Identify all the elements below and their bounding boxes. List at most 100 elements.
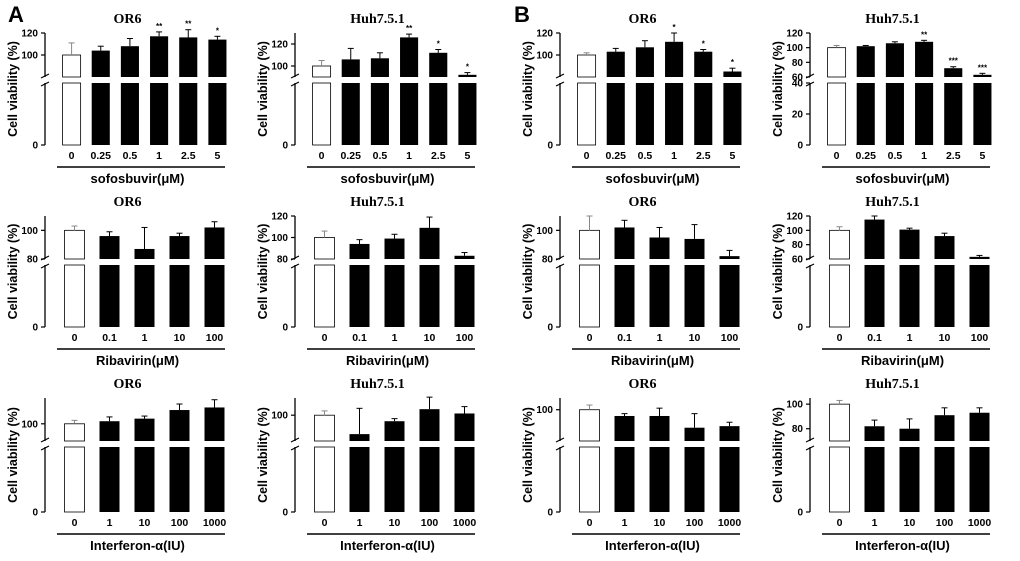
x-tick-label: 100 xyxy=(206,332,224,344)
y-tick-label: 0 xyxy=(32,141,38,152)
y-axis-label: Cell viability (%) xyxy=(256,41,270,137)
significance-label: *** xyxy=(949,57,959,66)
bar-lower xyxy=(312,82,332,146)
y-axis-label: Cell viability (%) xyxy=(521,407,535,503)
x-tick-label: 0.5 xyxy=(888,150,903,162)
bar-lower xyxy=(62,82,82,146)
bar-lower xyxy=(969,447,990,512)
x-tick-label: 0 xyxy=(834,150,840,162)
bar-upper xyxy=(719,426,740,441)
x-tick-label: 1 xyxy=(671,150,677,162)
bar-lower xyxy=(864,265,885,327)
y-tick-label: 100 xyxy=(536,51,553,62)
bar-upper xyxy=(969,412,990,441)
bar-lower xyxy=(208,83,227,145)
axis-break-mark xyxy=(40,73,50,87)
x-axis-label: Interferon-α(IU) xyxy=(90,538,185,553)
axis-break-mark xyxy=(805,437,815,451)
x-axis-label: Ribavirin(μM) xyxy=(611,353,694,368)
bar-lower xyxy=(899,265,920,327)
y-tick-label: 100 xyxy=(786,43,803,54)
y-tick-label: 0 xyxy=(797,323,803,334)
y-tick-label: 0 xyxy=(282,508,288,519)
y-tick-label: 40 xyxy=(792,79,804,90)
bar-lower xyxy=(454,447,475,512)
x-tick-label: 0.1 xyxy=(867,332,882,344)
chart-7: OR6 Cell viability (%) 80 100 0 0 0.1 1 10 100 Rib… xyxy=(521,195,740,368)
y-tick-label: 20 xyxy=(792,110,804,121)
bar-lower xyxy=(944,83,963,145)
x-tick-label: 5 xyxy=(979,150,985,162)
bar-upper xyxy=(62,54,82,78)
chart-title: Huh7.5.1 xyxy=(865,377,919,392)
x-tick-label: 100 xyxy=(721,332,739,344)
bar-upper xyxy=(694,51,713,77)
bar-upper xyxy=(208,39,227,77)
y-tick-label: 0 xyxy=(797,508,803,519)
bar-upper xyxy=(429,52,448,77)
y-tick-label: 0 xyxy=(32,508,38,519)
x-tick-label: 1 xyxy=(872,517,878,529)
bar-upper xyxy=(99,236,120,259)
bar-upper xyxy=(341,59,360,77)
x-tick-label: 0 xyxy=(322,517,328,529)
x-tick-label: 1 xyxy=(622,517,628,529)
y-tick-label: 100 xyxy=(786,400,803,411)
bar-lower xyxy=(579,264,600,328)
bar-lower xyxy=(719,447,740,512)
bar-upper xyxy=(684,427,705,441)
x-tick-label: 1 xyxy=(921,150,927,162)
y-tick-label: 60 xyxy=(792,73,804,84)
y-tick-label: 0 xyxy=(282,141,288,152)
bar-upper xyxy=(934,236,955,259)
x-tick-label: 0.5 xyxy=(638,150,653,162)
y-tick-label: 0 xyxy=(797,141,803,152)
y-tick-label: 60 xyxy=(792,255,804,266)
chart-title: OR6 xyxy=(114,195,142,210)
chart-title: OR6 xyxy=(629,195,657,210)
x-tick-label: 100 xyxy=(936,517,954,529)
x-tick-label: 10 xyxy=(939,332,951,344)
bar-lower xyxy=(827,82,847,146)
x-tick-label: 5 xyxy=(214,150,220,162)
bar-lower xyxy=(429,83,448,145)
y-tick-label: 100 xyxy=(21,419,38,430)
x-axis-label: sofosbuvir(μM) xyxy=(606,171,700,186)
axis-break-mark xyxy=(290,255,300,269)
bar-lower xyxy=(829,446,850,513)
x-tick-label: 0.25 xyxy=(341,150,362,162)
chart-title: OR6 xyxy=(629,377,657,392)
significance-label: * xyxy=(466,63,470,72)
bar-upper xyxy=(723,71,742,77)
x-axis-label: Ribavirin(μM) xyxy=(346,353,429,368)
chart-5: OR6 Cell viability (%) 80 100 0 0 0.1 1 10 100 Rib… xyxy=(6,195,225,368)
bar-lower xyxy=(384,265,405,327)
x-tick-label: 1 xyxy=(142,332,148,344)
bar-upper xyxy=(665,41,684,77)
axis-break-mark xyxy=(555,73,565,87)
y-axis-label: Cell viability (%) xyxy=(771,41,785,137)
x-tick-label: 10 xyxy=(389,517,401,529)
significance-label: * xyxy=(437,40,441,49)
significance-label: ** xyxy=(156,22,163,31)
x-axis-label: sofosbuvir(μM) xyxy=(856,171,950,186)
y-tick-label: 0 xyxy=(547,323,553,334)
x-tick-label: 0 xyxy=(319,150,325,162)
x-tick-label: 10 xyxy=(174,332,186,344)
x-tick-label: 1 xyxy=(392,332,398,344)
x-tick-label: 1 xyxy=(156,150,162,162)
bar-upper xyxy=(400,37,419,77)
x-tick-label: 100 xyxy=(686,517,704,529)
y-tick-label: 80 xyxy=(542,255,554,266)
bar-upper xyxy=(973,74,992,77)
y-tick-label: 0 xyxy=(547,508,553,519)
x-tick-label: 5 xyxy=(729,150,735,162)
bar-upper xyxy=(577,54,597,78)
axis-break-mark xyxy=(805,255,815,269)
x-tick-label: 100 xyxy=(456,332,474,344)
bar-upper xyxy=(829,403,850,442)
bar-lower xyxy=(684,447,705,512)
